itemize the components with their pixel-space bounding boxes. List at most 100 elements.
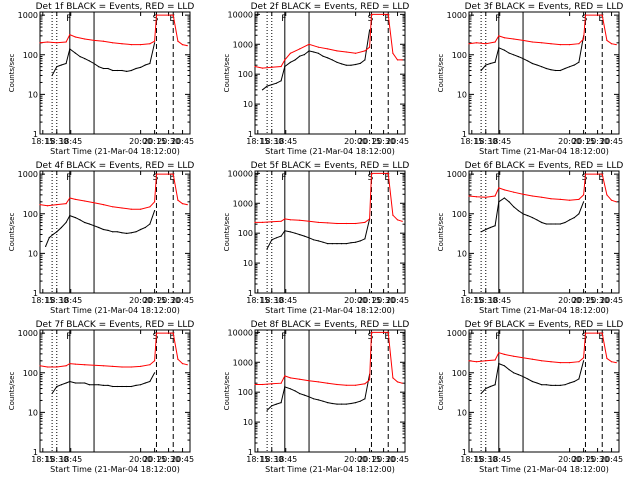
data-point-lld [355,52,357,54]
data-point-lld [299,48,301,50]
data-point-events [308,396,310,398]
data-point-lld [308,43,310,45]
data-point-lld [271,66,273,68]
data-point-lld [364,221,366,223]
data-point-lld [606,39,608,42]
x-tick-label: 20:00 [129,137,152,146]
y-tick-label: 10 [457,90,467,99]
data-point-events [56,385,58,388]
data-point-lld [102,40,104,42]
data-point-events [494,225,496,227]
data-point-lld [369,218,371,220]
data-point-lld [531,358,534,360]
data-point-events [527,60,529,62]
x-tick-label: 20:45 [171,296,194,305]
y-axis-label: Counts/sec [223,372,231,411]
data-point-lld [280,65,282,68]
data-point-events [513,372,515,374]
data-point-lld [149,206,151,208]
data-point-events [569,382,571,384]
data-point-events [350,64,352,66]
data-point-events [79,219,81,221]
data-point-lld [327,48,329,50]
x-tick-label: 18:15 [246,137,269,146]
data-point-lld [569,199,571,201]
data-point-lld [345,51,347,53]
y-tick-label: 1 [33,289,38,298]
data-point-events [578,378,580,380]
x-axis-label: Start Time (21-Mar-04 18:12:00) [50,465,180,474]
data-point-lld [498,35,500,37]
data-point-events [84,382,86,384]
marker-label-e: E [169,332,175,342]
data-point-events [355,402,357,404]
y-tick-label: 1000 [447,329,467,338]
chart-title: Det 5f BLACK = Events, RED = LLD [251,161,410,171]
x-tick-label: 18:45 [488,137,511,146]
data-point-lld [317,221,319,223]
data-point-events [345,403,347,405]
data-point-events [550,223,552,225]
y-tick-label: 10 [457,249,467,258]
data-point-events [336,61,338,63]
data-point-lld [503,37,505,39]
data-point-lld [584,332,587,334]
y-tick-label: 10 [243,100,253,109]
y-tick-label: 100 [23,210,38,219]
x-tick-label: 18:45 [274,455,297,464]
marker-label-e: E [598,14,604,24]
x-tick-label: 20:15 [572,455,595,464]
x-tick-label: 20:15 [358,455,381,464]
x-tick-label: 20:30 [586,296,609,305]
chart-title: Det 7f BLACK = Events, RED = LLD [36,320,195,330]
series-line-lld [254,13,403,69]
data-point-lld [155,14,158,16]
y-tick-label: 100 [238,70,253,79]
x-tick-label: 18:30 [474,137,497,146]
data-point-events [121,232,123,234]
data-point-events [541,66,543,68]
data-point-lld [308,220,310,222]
data-point-lld [615,44,617,46]
data-point-events [93,62,95,65]
y-tick-label: 1 [462,289,467,298]
data-point-events [130,232,132,234]
data-point-lld [46,205,49,207]
data-point-events [79,382,81,384]
chart-panel-8f: Det 8f BLACK = Events, RED = LLD18:1518:… [223,320,409,474]
data-point-events [65,382,67,384]
chart-panel-5f: Det 5f BLACK = Events, RED = LLD18:1518:… [223,161,409,315]
chart-panel-2f: Det 2f BLACK = Events, RED = LLD18:1518:… [223,2,409,156]
x-tick-label: 20:15 [143,296,166,305]
data-point-lld [289,377,291,379]
chart-panel-1f: Det 1f BLACK = Events, RED = LLD18:1518:… [8,2,194,156]
data-point-lld [503,353,505,355]
x-tick-label: 20:30 [157,455,180,464]
data-point-events [56,66,58,68]
data-point-lld [84,200,86,202]
data-point-events [140,384,142,386]
data-point-events [564,67,566,70]
data-point-lld [130,44,132,46]
data-point-lld [39,365,41,367]
x-tick-label: 20:45 [386,455,409,464]
y-axis-label: Counts/sec [437,213,445,252]
data-point-events [112,385,114,388]
data-point-events [102,67,104,70]
marker-label-e: E [384,14,390,24]
series-line-events [480,35,585,71]
data-point-lld [345,222,347,225]
data-point-lld [284,375,286,377]
data-point-lld [93,202,95,204]
chart-panel-4f: Det 4f BLACK = Events, RED = LLD18:1518:… [8,161,194,315]
data-point-lld [550,43,552,45]
x-tick-label: 20:30 [586,137,609,146]
data-point-lld [280,220,282,222]
x-axis-label: Start Time (21-Mar-04 18:12:00) [50,147,180,156]
data-point-events [280,80,282,82]
data-point-lld [531,41,534,43]
x-tick-label: 18:15 [460,455,483,464]
marker-label-s: S [153,173,159,183]
data-point-events [69,215,71,217]
series-line-events [51,372,156,394]
